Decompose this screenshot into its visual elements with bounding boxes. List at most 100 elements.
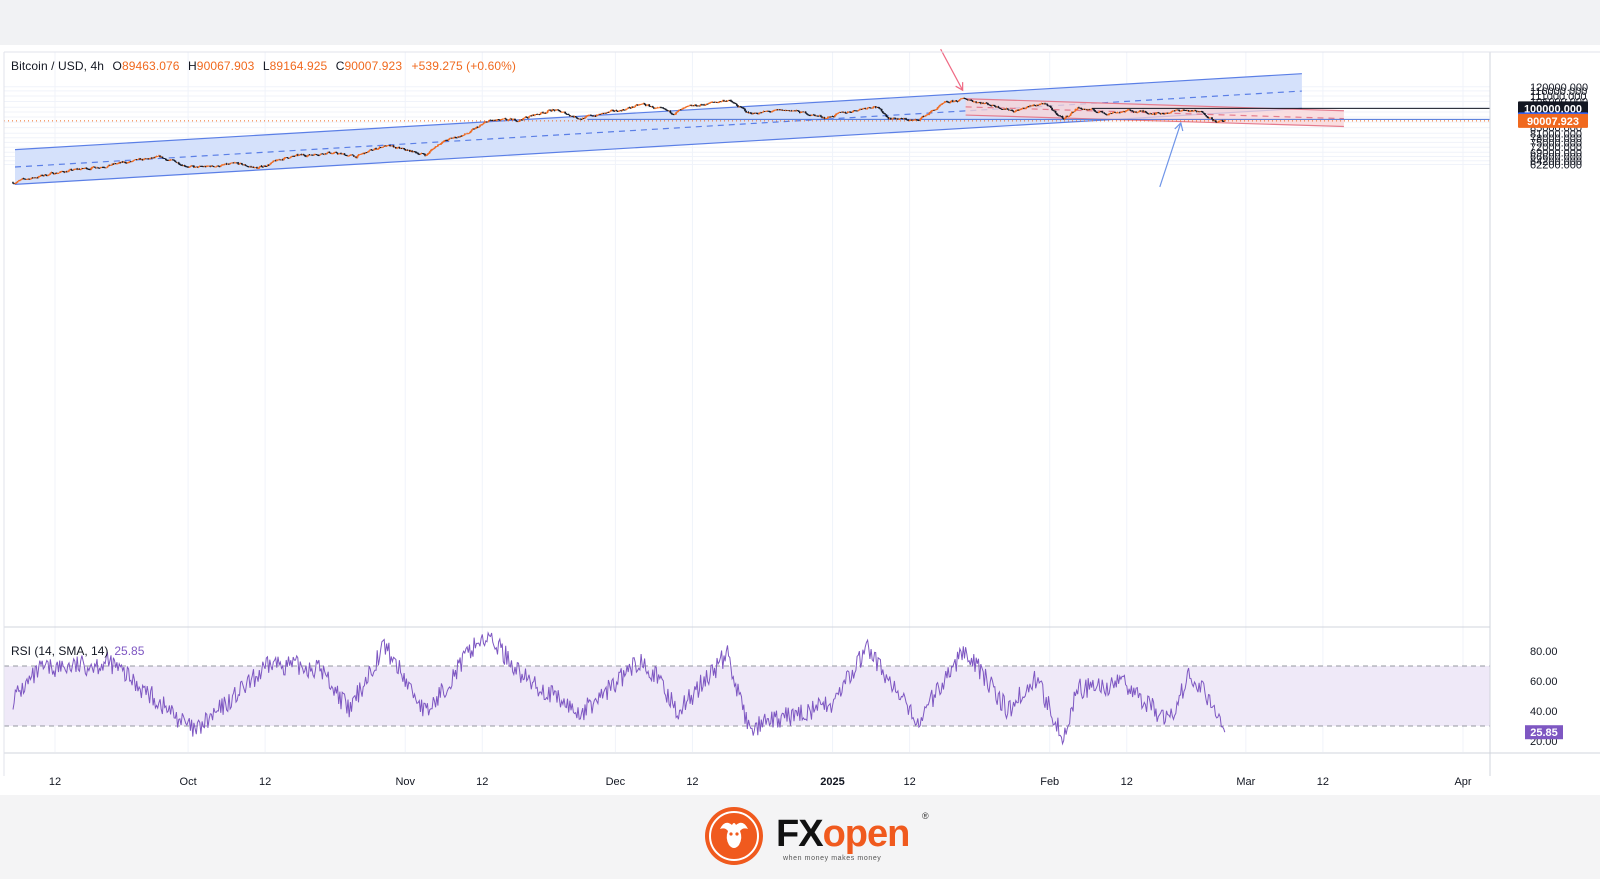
candle-body: [61, 171, 63, 172]
resistance-price-tag-bg: [1518, 101, 1588, 116]
candle-body: [580, 119, 583, 121]
candle-body: [691, 105, 694, 107]
x-tick-label: Dec: [606, 776, 626, 788]
candle-body: [777, 109, 780, 111]
candle-body: [1068, 115, 1071, 117]
candle-body: [1111, 112, 1114, 114]
candle-body: [313, 154, 316, 156]
low-label: L: [262, 59, 270, 73]
candle-body: [1058, 115, 1060, 117]
candle-body: [435, 146, 438, 147]
candle-body: [1213, 120, 1216, 122]
candle-body: [744, 108, 746, 111]
candle-body: [209, 165, 212, 167]
candle-body: [515, 120, 518, 122]
candle-body: [1164, 113, 1167, 115]
candle-body: [295, 154, 298, 156]
candle-body: [352, 155, 355, 157]
candle-body: [1069, 113, 1072, 116]
candle-body: [538, 114, 541, 116]
candle-body: [878, 107, 881, 109]
candle-body: [393, 147, 396, 148]
candle-body: [1072, 111, 1074, 113]
candle-body: [978, 102, 981, 104]
candle-body: [972, 101, 975, 103]
candle-body: [244, 164, 247, 166]
candle-body: [24, 178, 27, 180]
candle-body: [853, 110, 856, 112]
candle-body: [1074, 109, 1077, 112]
candle-body: [933, 110, 936, 111]
candle-body: [781, 109, 784, 111]
candle-body: [1180, 110, 1183, 112]
candle-body: [660, 107, 662, 109]
candle-body: [1018, 109, 1021, 111]
candle-body: [268, 164, 271, 166]
candle-body: [1114, 112, 1116, 113]
candle-body: [1076, 107, 1079, 110]
candle-body: [516, 121, 519, 123]
candle-body: [1170, 111, 1173, 113]
candle-body: [559, 111, 562, 113]
candle-body: [105, 167, 108, 169]
candle-body: [21, 178, 24, 180]
candle-body: [866, 107, 869, 109]
candle-body: [414, 151, 417, 153]
candle-body: [45, 175, 48, 177]
candle-body: [620, 110, 623, 112]
candle-body: [333, 152, 335, 154]
candle-body: [1045, 103, 1048, 105]
candle-body: [277, 159, 279, 161]
candle-body: [1031, 105, 1034, 107]
candle-body: [964, 98, 967, 100]
top-strip: [0, 0, 1600, 45]
candle-body: [274, 160, 277, 162]
candle-body: [1171, 110, 1174, 112]
candle-body: [867, 107, 870, 109]
x-tick-label: 12: [903, 776, 915, 788]
bull-logo-icon: [705, 807, 763, 865]
candle-body: [404, 149, 407, 151]
candle-body: [544, 112, 547, 114]
candle-body: [547, 109, 550, 111]
candle-body: [42, 175, 45, 177]
candle-body: [142, 158, 145, 161]
candle-body: [72, 169, 75, 171]
candle-body: [1218, 120, 1220, 122]
candle-body: [716, 101, 718, 103]
candle-body: [623, 109, 626, 111]
candle-body: [19, 179, 21, 181]
rsi-label: RSI (14, SMA, 14): [11, 644, 109, 658]
candle-body: [1169, 112, 1171, 114]
candle-body: [1128, 109, 1130, 111]
candle-body: [1097, 112, 1100, 113]
candle-body: [962, 98, 965, 99]
candle-body: [647, 104, 649, 106]
candle-body: [519, 119, 522, 121]
candle-body: [656, 107, 659, 109]
candle-body: [497, 119, 500, 121]
candle-body: [251, 166, 254, 168]
candle-body: [446, 140, 449, 141]
candle-body: [37, 176, 40, 178]
candle-body: [672, 114, 675, 116]
candle-body: [169, 159, 172, 161]
candle-body: [1131, 110, 1134, 112]
candle-body: [1012, 111, 1015, 112]
candle-body: [649, 106, 652, 108]
candle-body: [574, 116, 577, 118]
candle-body: [113, 163, 116, 165]
candle-body: [721, 100, 724, 102]
candle-body: [537, 114, 540, 116]
candle-body: [946, 101, 948, 103]
candle-body: [336, 152, 339, 154]
candle-body: [1163, 113, 1166, 115]
candle-body: [1181, 109, 1184, 111]
candle-body: [726, 100, 729, 102]
candle-body: [1048, 105, 1051, 107]
candle-body: [456, 136, 459, 138]
candle-body: [1082, 108, 1085, 110]
y-tick-label: 69000.000: [1530, 147, 1582, 159]
candle-body: [883, 112, 885, 114]
